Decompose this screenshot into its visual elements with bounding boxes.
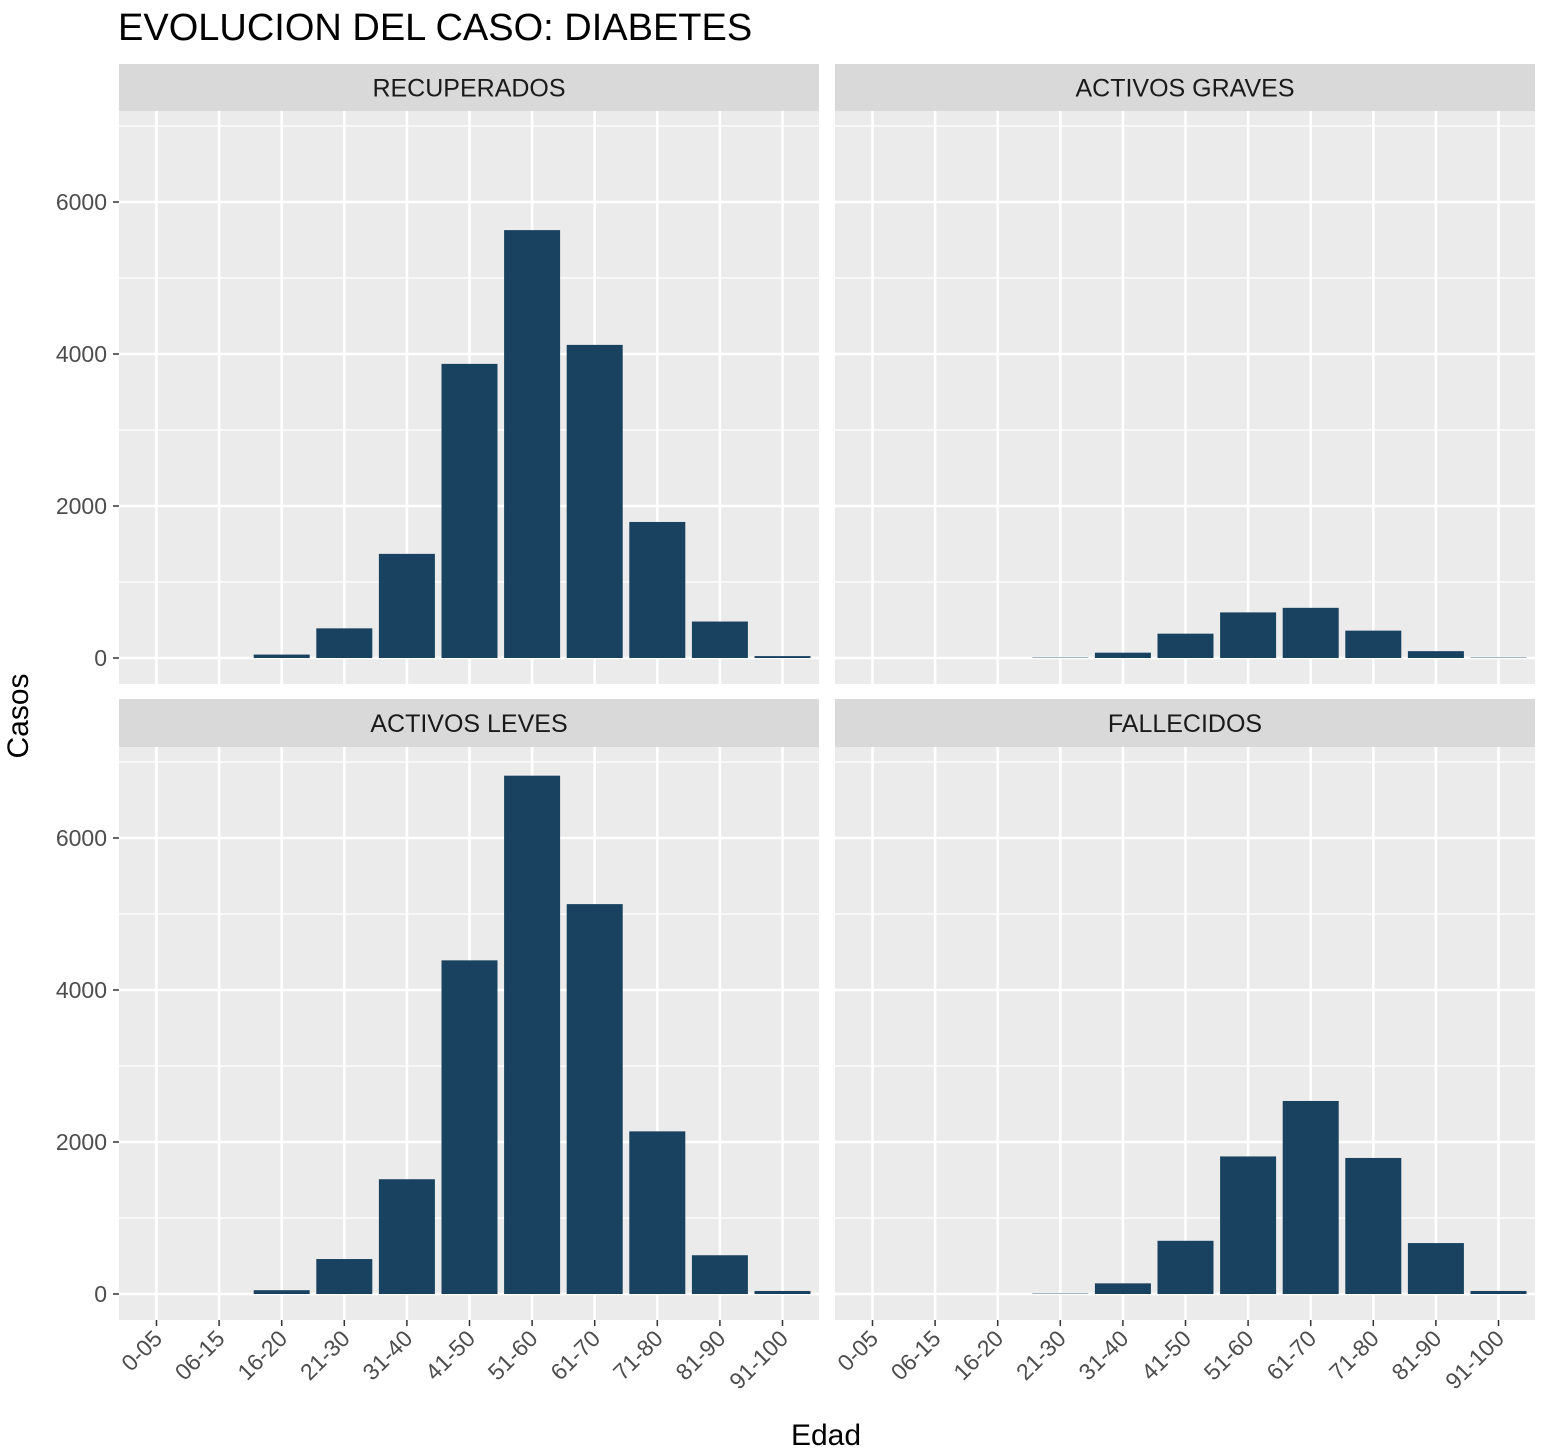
bar xyxy=(378,1179,435,1294)
x-tick-label: 06-15 xyxy=(170,1325,230,1385)
x-tick-label: 61-70 xyxy=(1261,1325,1321,1385)
strip-label: ACTIVOS LEVES xyxy=(370,710,567,738)
x-tick-label: 51-60 xyxy=(483,1325,543,1385)
bar xyxy=(1157,1240,1214,1294)
y-tick-label: 0 xyxy=(94,645,107,671)
y-tick-label: 2000 xyxy=(56,493,107,519)
x-tick-label: 0-05 xyxy=(832,1325,883,1376)
bar xyxy=(378,553,435,658)
panel-activos-leves: ACTIVOS LEVES 0 2000 4000 6000 0-05 06-15 16-20… xyxy=(56,699,819,1394)
bar xyxy=(316,1259,373,1294)
x-tick-label: 31-40 xyxy=(1073,1325,1133,1385)
strip-label: ACTIVOS GRAVES xyxy=(1075,75,1294,103)
strip-background xyxy=(119,699,819,747)
x-tick-label: 61-70 xyxy=(545,1325,605,1385)
bar xyxy=(754,656,811,658)
x-tick-label: 41-50 xyxy=(420,1325,480,1385)
bar xyxy=(253,1290,310,1294)
bar xyxy=(1157,633,1214,658)
strip-label: RECUPERADOS xyxy=(372,75,565,103)
y-tick-label: 4000 xyxy=(56,341,107,367)
bar xyxy=(566,344,623,658)
x-tick-label: 06-15 xyxy=(886,1325,946,1385)
bar xyxy=(504,775,561,1294)
bar xyxy=(504,230,561,658)
bar xyxy=(1220,1156,1277,1294)
x-tick-label: 81-90 xyxy=(1386,1325,1446,1385)
bar xyxy=(754,1290,811,1294)
x-tick-label: 91-100 xyxy=(724,1325,793,1394)
bar xyxy=(1407,651,1464,658)
bar xyxy=(1345,630,1402,658)
bar xyxy=(566,904,623,1294)
y-tick-label: 6000 xyxy=(56,189,107,215)
x-tick-label: 51-60 xyxy=(1199,1325,1259,1385)
bar xyxy=(441,363,498,658)
strip-background xyxy=(119,64,819,111)
bar xyxy=(1345,1157,1402,1294)
x-tick-label: 0-05 xyxy=(116,1325,167,1376)
bar xyxy=(691,1255,748,1294)
x-tick-label: 41-50 xyxy=(1136,1325,1196,1385)
bar xyxy=(1220,612,1277,658)
x-tick-label: 71-80 xyxy=(1324,1325,1384,1385)
y-tick-label: 4000 xyxy=(56,977,107,1003)
bar xyxy=(1407,1243,1464,1294)
bar xyxy=(691,621,748,658)
x-tick-label: 16-20 xyxy=(232,1325,292,1385)
y-tick-label: 2000 xyxy=(56,1129,107,1155)
panel-activos-graves: ACTIVOS GRAVES xyxy=(835,64,1535,684)
x-tick-label: 31-40 xyxy=(357,1325,417,1385)
strip-label: FALLECIDOS xyxy=(1108,710,1262,738)
bar xyxy=(629,1131,686,1294)
y-tick-label: 0 xyxy=(94,1281,107,1307)
chart-title: EVOLUCION DEL CASO: DIABETES xyxy=(118,7,752,49)
x-tick-label: 81-90 xyxy=(670,1325,730,1385)
bar xyxy=(629,521,686,658)
x-axis-title: Edad xyxy=(791,1419,861,1452)
bar xyxy=(1282,607,1339,658)
bar xyxy=(316,628,373,658)
strip-background xyxy=(835,699,1535,747)
y-tick-label: 6000 xyxy=(56,825,107,851)
bar xyxy=(1094,652,1151,658)
bar xyxy=(1282,1100,1339,1294)
x-tick-label: 16-20 xyxy=(948,1325,1008,1385)
bar xyxy=(441,960,498,1294)
facet-panels: RECUPERADOS 0 2000 4000 6000 ACTIVOS GRAVES AC… xyxy=(56,64,1535,1394)
bar xyxy=(1094,1283,1151,1294)
x-tick-label: 71-80 xyxy=(608,1325,668,1385)
y-axis-title: Casos xyxy=(2,673,35,758)
strip-background xyxy=(835,64,1535,111)
bar xyxy=(1470,1290,1527,1294)
x-tick-label: 21-30 xyxy=(295,1325,355,1385)
x-tick-label: 21-30 xyxy=(1011,1325,1071,1385)
bar xyxy=(253,654,310,658)
panel-fallecidos: FALLECIDOS 0-05 06-15 16-20 21-30 31-40 41-50 5… xyxy=(832,699,1535,1394)
panel-recuperados: RECUPERADOS 0 2000 4000 6000 xyxy=(56,64,819,684)
x-tick-label: 91-100 xyxy=(1440,1325,1509,1394)
